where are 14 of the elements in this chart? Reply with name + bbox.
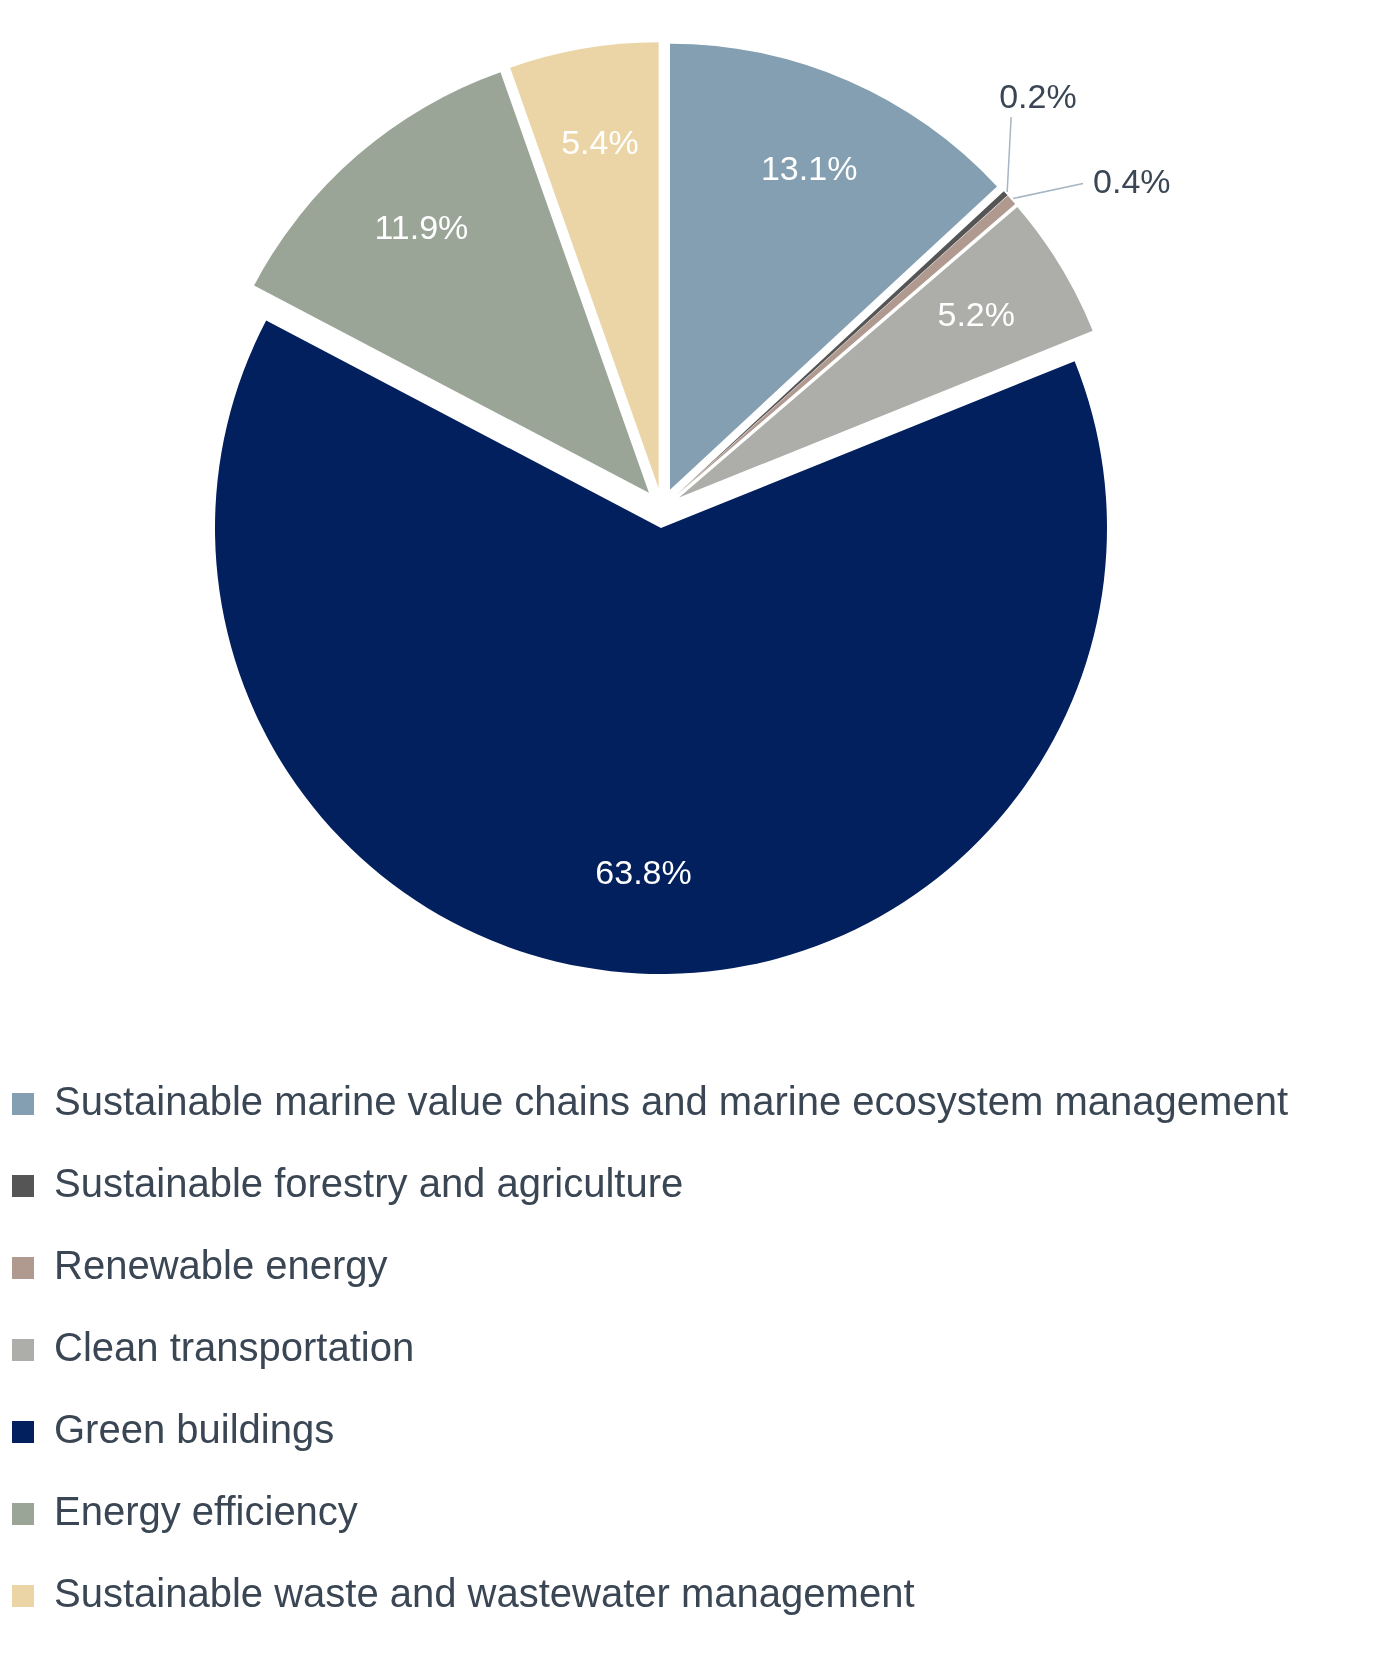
data-label: 0.2% [999, 76, 1077, 115]
legend-label: Clean transportation [54, 1324, 415, 1369]
legend-label: Sustainable marine value chains and marine ecosystem management [54, 1078, 1289, 1123]
legend-label: Sustainable forestry and agriculture [54, 1160, 684, 1205]
data-label: 13.1% [760, 148, 858, 187]
data-label: 5.2% [937, 294, 1016, 333]
data-label: 11.9% [374, 207, 469, 246]
legend-label: Energy efficiency [54, 1488, 358, 1533]
legend-label: Green buildings [54, 1406, 335, 1451]
legend-label: Sustainable waste and wastewater management [54, 1570, 915, 1615]
legend-label: Renewable energy [54, 1242, 388, 1287]
data-label: 5.4% [561, 123, 639, 162]
data-label: 63.8% [595, 853, 692, 892]
data-label: 0.4% [1093, 161, 1171, 200]
